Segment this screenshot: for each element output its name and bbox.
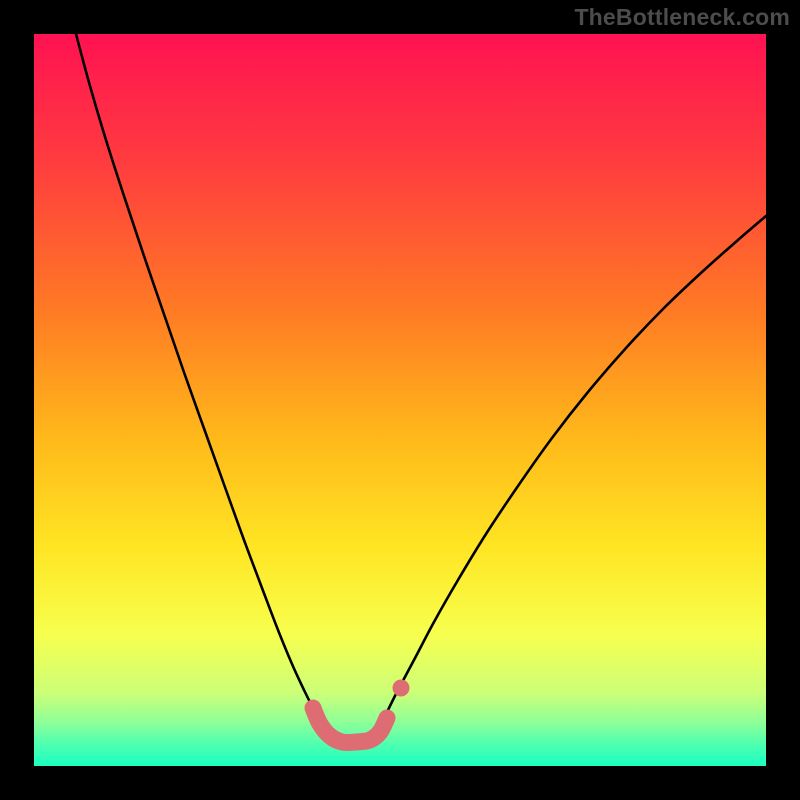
curve-left-branch xyxy=(76,34,314,710)
watermark-text: TheBottleneck.com xyxy=(574,4,790,31)
bottleneck-curve xyxy=(34,34,766,766)
plot-area xyxy=(34,34,766,766)
curve-valley-highlight xyxy=(313,708,387,743)
chart-frame: TheBottleneck.com xyxy=(0,0,800,800)
curve-marker-dot xyxy=(393,680,410,697)
curve-right-branch xyxy=(388,216,766,710)
